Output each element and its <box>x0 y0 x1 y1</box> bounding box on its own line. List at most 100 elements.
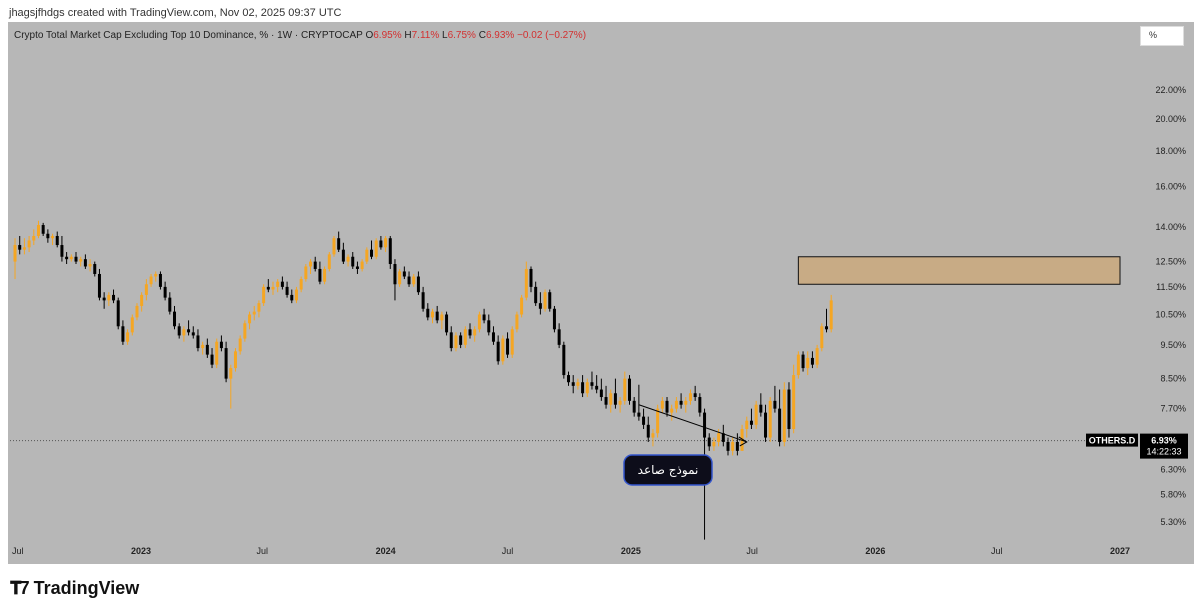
candle-body <box>520 297 524 315</box>
y-tick-label: 7.70% <box>1160 404 1186 414</box>
x-tick-label: Jul <box>991 546 1003 556</box>
candle-body <box>524 268 528 298</box>
candle-body <box>285 286 289 295</box>
candle-body <box>637 412 641 417</box>
candle-body <box>191 332 195 336</box>
chart-area[interactable]: 22.00% 20.00% 18.00% 16.00% 14.00% 12.50% 11.5… <box>8 22 1194 564</box>
candle-body <box>792 375 796 430</box>
candle-body <box>745 420 749 430</box>
pattern-arrow-line <box>638 384 747 443</box>
candle-body <box>210 354 214 365</box>
x-tick-label: 2023 <box>131 546 151 556</box>
candle-body <box>806 357 810 369</box>
countdown-tag: 14:22:33 <box>1146 447 1181 457</box>
candle-body <box>416 276 420 293</box>
candle-body <box>707 437 711 447</box>
legend-c-label: C <box>478 30 486 41</box>
candle-body <box>402 271 406 277</box>
candle-body <box>309 261 313 267</box>
candle-body <box>796 354 800 376</box>
candle-body <box>126 332 130 342</box>
tradingview-wordmark: TradingView <box>33 578 140 598</box>
candle-body <box>46 233 50 239</box>
candle-body <box>341 249 345 262</box>
candle-body <box>435 311 439 321</box>
candle-body <box>660 400 664 409</box>
candle-body <box>337 238 341 250</box>
candle-body <box>365 249 369 262</box>
candle-body <box>116 300 120 327</box>
price-tag: 6.93% <box>1151 436 1177 446</box>
candle-body <box>609 393 613 405</box>
candle-body <box>754 404 758 425</box>
candle-body <box>463 329 467 345</box>
candle-body <box>468 329 472 336</box>
candle-body <box>107 294 111 301</box>
y-tick-label: 22.00% <box>1155 85 1186 95</box>
candle-body <box>627 378 631 401</box>
candle-body <box>22 247 26 250</box>
percent-scale-button[interactable]: % <box>1140 26 1184 46</box>
candle-body <box>412 276 416 285</box>
candle-body <box>388 238 392 265</box>
candle-body <box>440 314 444 321</box>
candle-body <box>426 308 430 318</box>
pattern-label-bubble <box>623 454 713 486</box>
candle-body <box>529 268 533 287</box>
candle-body <box>313 261 317 269</box>
candle-body <box>557 329 561 345</box>
x-tick-label: 2026 <box>865 546 885 556</box>
candle-body <box>787 389 791 430</box>
candle-body <box>674 400 678 409</box>
x-tick-label: Jul <box>502 546 514 556</box>
candle-body <box>801 354 805 369</box>
candle-body <box>79 259 83 262</box>
y-tick-label: 9.50% <box>1160 340 1186 350</box>
candle-body <box>595 385 599 390</box>
candle-body <box>445 314 449 333</box>
candle-body <box>233 351 237 369</box>
candle-body <box>613 393 617 405</box>
candle-body <box>290 294 294 301</box>
candle-body <box>97 273 101 298</box>
candle-body <box>163 286 167 298</box>
candle-body <box>543 292 547 309</box>
candle-body <box>407 276 411 285</box>
candle-body <box>257 303 261 312</box>
y-tick-label: 20.00% <box>1155 114 1186 124</box>
candle-body <box>665 400 669 413</box>
candle-body <box>18 245 22 250</box>
candle-body <box>88 264 92 267</box>
legend: Crypto Total Market Cap Excluding Top 10… <box>14 30 586 41</box>
y-tick-label: 14.00% <box>1155 222 1186 232</box>
candle-body <box>252 311 256 315</box>
candle-body <box>679 400 683 405</box>
candle-body <box>731 441 735 451</box>
candle-body <box>510 329 514 355</box>
candle-body <box>749 420 753 425</box>
candle-body <box>51 235 55 239</box>
candle-body <box>688 393 692 401</box>
candle-body <box>538 303 542 309</box>
target-zone <box>797 256 1121 285</box>
candle-body <box>69 256 73 260</box>
candle-body <box>604 397 608 405</box>
candle-body <box>379 240 383 248</box>
candle-body <box>294 289 298 301</box>
candle-body <box>703 412 707 438</box>
candle-body <box>482 314 486 321</box>
x-tick-label: Jul <box>746 546 758 556</box>
candle-body <box>173 311 177 327</box>
candle-body <box>219 341 223 349</box>
candle-body <box>32 235 36 241</box>
candle-body <box>318 268 322 282</box>
chart-svg[interactable]: 22.00% 20.00% 18.00% 16.00% 14.00% 12.50% 11.5… <box>8 22 1194 564</box>
candle-body <box>224 348 228 379</box>
candle-body <box>351 256 355 267</box>
candle-body <box>248 314 252 324</box>
legend-close: 6.93% <box>485 30 515 41</box>
candle-body <box>65 256 69 260</box>
candle-body <box>102 297 106 301</box>
candle-body <box>332 238 336 255</box>
symbol-tag-bg <box>1086 433 1138 447</box>
